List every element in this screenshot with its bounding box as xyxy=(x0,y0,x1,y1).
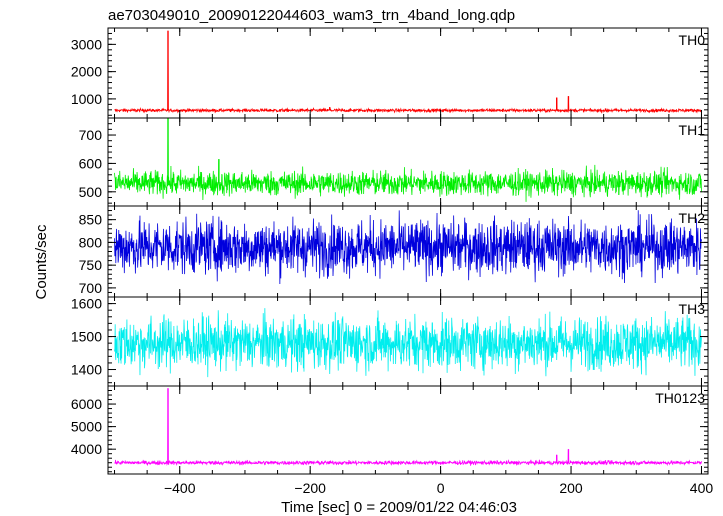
trace-th0 xyxy=(114,30,702,114)
y-tick-label-th0123: 5000 xyxy=(71,419,102,435)
y-tick-label-th2: 750 xyxy=(79,257,103,273)
y-tick-label-th0: 3000 xyxy=(71,36,102,52)
y-tick-label-th0: 1000 xyxy=(71,91,102,107)
x-tick-label: 400 xyxy=(690,480,714,496)
trace-th3 xyxy=(114,308,702,378)
x-tick-label: −400 xyxy=(164,480,196,496)
y-tick-label-th0123: 6000 xyxy=(71,396,102,412)
y-axis-label: Counts/sec xyxy=(33,224,50,300)
panel-frame-th2 xyxy=(107,205,709,298)
y-tick-label-th1: 600 xyxy=(79,155,103,171)
series-label-th0: TH0 xyxy=(679,32,706,48)
y-tick-label-th1: 500 xyxy=(79,184,103,200)
series-label-th3: TH3 xyxy=(679,301,706,317)
y-tick-label-th2: 850 xyxy=(79,212,103,228)
panel-frame-th0 xyxy=(107,27,709,119)
trace-th2 xyxy=(114,210,702,285)
y-tick-label-th1: 700 xyxy=(79,127,103,143)
y-tick-label-th3: 1500 xyxy=(71,329,102,345)
series-label-th1: TH1 xyxy=(679,122,706,138)
trace-th0123 xyxy=(114,388,702,467)
panel-frame-th1 xyxy=(107,117,709,207)
series-label-th0123: TH0123 xyxy=(655,390,705,406)
x-tick-label: 200 xyxy=(559,480,583,496)
y-tick-label-th3: 1600 xyxy=(71,296,102,312)
y-tick-label-th2: 800 xyxy=(79,234,103,250)
trace-th1 xyxy=(114,118,702,202)
y-tick-label-th0123: 4000 xyxy=(71,441,102,457)
y-tick-label-th0: 2000 xyxy=(71,64,102,80)
chart-title: ae703049010_20090122044603_wam3_trn_4ban… xyxy=(108,7,515,24)
y-tick-label-th3: 1400 xyxy=(71,362,102,378)
x-tick-label: 0 xyxy=(437,480,445,496)
y-tick-label-th2: 700 xyxy=(79,280,103,296)
series-label-th2: TH2 xyxy=(679,210,706,226)
x-tick-label: −200 xyxy=(294,480,326,496)
x-axis-label: Time [sec] 0 = 2009/01/22 04:46:03 xyxy=(281,499,517,516)
